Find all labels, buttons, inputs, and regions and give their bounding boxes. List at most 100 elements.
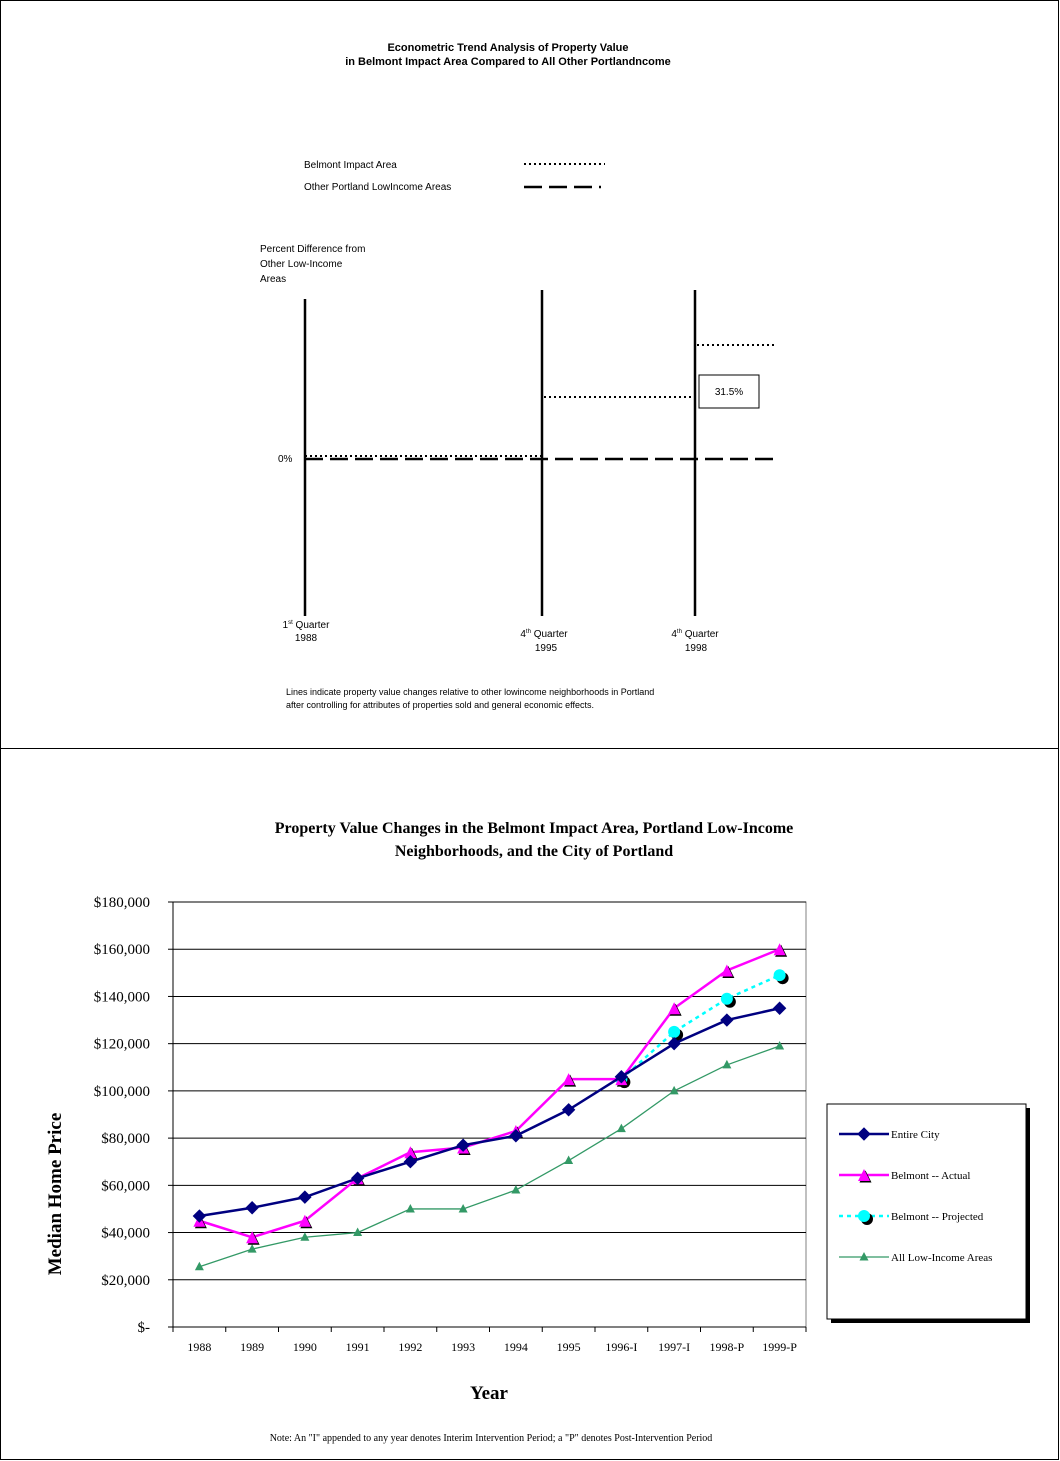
series-line-3 [199, 1045, 780, 1268]
legend-label: Belmont -- Actual [891, 1170, 970, 1182]
data-point-3 [458, 1203, 468, 1213]
line-chart-svg: Property Value Changes in the Belmont Im… [45, 820, 1030, 1444]
legend-label: Entire City [891, 1129, 940, 1141]
x-tick-label: 1994 [504, 1340, 528, 1354]
period-label-1998: 4th Quarter 1998 [671, 629, 719, 654]
top-ylabel-line2: Other Low-Income [260, 259, 343, 270]
value-box-text: 31.5% [715, 387, 743, 398]
chart-legend: Entire City Belmont -- Actual Belmont -- P… [826, 1103, 1030, 1323]
period-label-1998-quarter: 4th Quarter [671, 629, 719, 640]
period-label-1988: 1st Quarter 1988 [283, 620, 331, 644]
chart-title-line1: Property Value Changes in the Belmont Im… [275, 820, 794, 837]
period-label-1995-quarter: 4th Quarter [520, 629, 568, 640]
data-point-1 [773, 943, 786, 956]
top-chart-title-line2: in Belmont Impact Area Compared to All O… [345, 56, 671, 68]
x-tick-label: 1991 [346, 1340, 370, 1354]
data-point-0 [298, 1190, 312, 1204]
plot-frame [172, 901, 807, 1328]
data-point-3 [564, 1155, 574, 1165]
data-point-3 [775, 1041, 785, 1050]
data-point-0 [772, 1001, 787, 1015]
top-ylabel-line3: Areas [260, 274, 286, 285]
data-point-3 [405, 1203, 415, 1213]
data-point-1 [668, 1002, 681, 1015]
data-point-0 [561, 1103, 576, 1117]
period-label-1995: 4th Quarter 1995 [520, 629, 568, 654]
data-point-0 [350, 1171, 365, 1185]
zero-percent-label: 0% [278, 454, 293, 465]
legend-label-other: Other Portland LowIncome Areas [304, 182, 451, 193]
data-point-0 [403, 1155, 418, 1169]
data-point-2 [773, 969, 786, 982]
data-point-3 [353, 1227, 363, 1237]
bottom-chart-panel: Property Value Changes in the Belmont Im… [0, 748, 1059, 1460]
series-line-2 [620, 974, 781, 1081]
data-point-2 [668, 1025, 681, 1038]
top-chart-panel: Econometric Trend Analysis of Property V… [0, 0, 1059, 749]
data-point-0 [614, 1070, 629, 1084]
y-tick-label: $20,000 [101, 1273, 150, 1289]
x-tick-label: 1993 [451, 1340, 475, 1354]
x-tick-label: 1992 [398, 1340, 422, 1354]
x-tick-label: 1995 [557, 1340, 581, 1354]
y-tick-label: $140,000 [94, 989, 150, 1005]
legend-label: All Low-Income Areas [891, 1252, 992, 1264]
top-ylabel-line1: Percent Difference from [260, 244, 365, 255]
data-point-3 [511, 1185, 521, 1194]
y-tick-label: $160,000 [94, 942, 150, 958]
legend-swatch-marker [858, 1210, 870, 1222]
x-tick-label: 1997-I [658, 1340, 690, 1354]
x-tick-label: 1989 [240, 1340, 264, 1354]
x-tick-label: 1988 [187, 1340, 211, 1354]
data-point-2 [720, 992, 733, 1005]
y-tick-label: $80,000 [101, 1131, 150, 1147]
period-label-1998-year: 1998 [685, 643, 708, 654]
data-point-0 [667, 1036, 681, 1051]
data-point-0 [245, 1201, 259, 1215]
plot-area: $- $20,000 $40,000 $60,000 $80,000 $100,000 $1… [94, 895, 807, 1354]
value-box: 31.5% [698, 374, 760, 409]
period-label-1995-year: 1995 [535, 643, 558, 654]
chart-title-line2: Neighborhoods, and the City of Portland [395, 843, 673, 860]
y-tick-label: $- [138, 1320, 151, 1336]
y-tick-label: $120,000 [94, 1037, 150, 1053]
top-chart-svg: Econometric Trend Analysis of Property V… [260, 42, 776, 710]
top-chart-title-line1: Econometric Trend Analysis of Property V… [387, 42, 628, 54]
data-point-3 [300, 1232, 310, 1241]
period-label-1988-quarter: 1st Quarter [283, 620, 331, 631]
data-point-0 [720, 1013, 734, 1027]
data-point-0 [192, 1209, 207, 1223]
chart-note: Note: An "I" appended to any year denote… [270, 1433, 713, 1444]
y-tick-label: $100,000 [94, 1084, 150, 1100]
data-point-3 [247, 1244, 257, 1253]
y-tick-label: $180,000 [94, 895, 150, 911]
data-point-3 [616, 1123, 626, 1133]
legend-swatch-marker [859, 1252, 869, 1261]
legend-label: Belmont -- Projected [891, 1211, 984, 1223]
top-legend: Belmont Impact Area Other Portland LowIn… [304, 160, 605, 193]
series-line-0 [199, 1007, 780, 1218]
top-note-line2: after controlling for attributes of prop… [286, 700, 594, 710]
data-point-3 [669, 1085, 679, 1095]
x-tick-label: 1996-I [605, 1340, 637, 1354]
x-axis-title: Year [470, 1383, 509, 1404]
data-point-0 [456, 1138, 470, 1152]
x-tick-label: 1990 [293, 1340, 317, 1354]
data-point-3 [194, 1261, 204, 1271]
y-tick-label: $40,000 [101, 1226, 150, 1242]
data-point-1 [298, 1214, 311, 1227]
value-box-frame [698, 374, 760, 409]
data-point-3 [722, 1059, 732, 1069]
data-point-1 [246, 1231, 259, 1244]
data-point-0 [509, 1129, 523, 1143]
top-note-line1: Lines indicate property value changes re… [286, 687, 654, 697]
x-tick-label: 1999-P [762, 1340, 797, 1354]
period-label-1988-year: 1988 [295, 633, 318, 644]
y-axis-title: Median Home Price [45, 1113, 66, 1276]
x-tick-label: 1998-P [710, 1340, 745, 1354]
data-point-1 [720, 964, 733, 977]
data-point-1 [562, 1073, 575, 1086]
legend-swatch-marker [857, 1127, 871, 1141]
legend-label-belmont: Belmont Impact Area [304, 160, 397, 171]
data-point-1 [404, 1146, 417, 1159]
